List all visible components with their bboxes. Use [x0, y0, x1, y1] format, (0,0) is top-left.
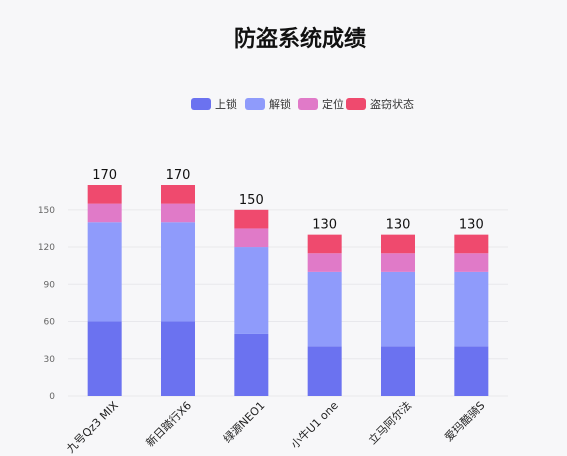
bar-segment-5-0 — [454, 346, 489, 396]
bar-totals: 170 170 150 130 130 130 — [92, 168, 483, 233]
legend-swatch-1 — [245, 98, 265, 110]
y-tick-label-0: 0 — [49, 392, 55, 402]
bar-total-label-5: 130 — [459, 218, 484, 233]
legend: 上锁 解锁 定位 盗窃状态 — [191, 97, 414, 111]
bar-segment-0-0 — [87, 321, 122, 396]
bar-segment-1-2 — [161, 203, 195, 223]
chart-title: 防盗系统成绩 — [234, 26, 366, 52]
bar-segment-5-2 — [454, 253, 489, 272]
y-tick-label-5: 150 — [38, 206, 55, 216]
bar-segment-5-1 — [454, 271, 489, 347]
bar-segment-3-2 — [307, 253, 342, 272]
x-category-label-3: 小牛U1 one — [288, 398, 341, 451]
bar-segment-1-3 — [161, 185, 195, 204]
x-axis-categories: 九号Qz3 MIX 新日踏行X6 绿源NEO1 小牛U1 one 立马阿尔法 爱玛酷骑S — [64, 398, 487, 456]
x-category-label-1: 新日踏行X6 — [143, 398, 194, 449]
legend-label-1: 解锁 — [269, 97, 291, 111]
bar-segment-4-3 — [381, 234, 415, 254]
bar-segment-2-0 — [234, 333, 269, 396]
y-tick-label-4: 120 — [38, 243, 55, 253]
bar-segment-2-3 — [234, 209, 269, 229]
bar-segment-3-0 — [307, 346, 342, 396]
bar-segment-3-1 — [307, 271, 342, 347]
bar-segment-3-3 — [307, 234, 342, 254]
bar-total-label-4: 130 — [386, 218, 411, 233]
gridlines — [68, 209, 508, 397]
x-category-label-5: 爱玛酷骑S — [442, 399, 487, 444]
x-category-label-4: 立马阿尔法 — [365, 398, 414, 447]
y-tick-label-3: 90 — [44, 280, 56, 290]
legend-swatch-2 — [298, 98, 318, 110]
bar-segment-2-1 — [234, 247, 269, 334]
bar-segment-4-2 — [381, 253, 415, 272]
y-tick-label-1: 30 — [44, 355, 56, 365]
bar-segment-4-1 — [381, 271, 415, 347]
legend-label-0: 上锁 — [215, 97, 237, 111]
bar-segment-5-3 — [454, 234, 489, 254]
x-category-label-2: 绿源NEO1 — [220, 398, 267, 445]
bar-segment-4-0 — [381, 346, 415, 396]
legend-label-3: 盗窃状态 — [370, 97, 414, 111]
y-axis-ticks: 0 30 60 90 120 150 — [38, 206, 55, 402]
bar-segment-0-3 — [87, 185, 122, 204]
bar-segment-0-1 — [87, 222, 122, 322]
legend-label-2: 定位 — [322, 97, 344, 111]
bar-total-label-1: 170 — [166, 168, 191, 183]
legend-swatch-0 — [191, 98, 211, 110]
bar-segment-1-1 — [161, 222, 195, 322]
y-tick-label-2: 60 — [44, 318, 56, 328]
legend-swatch-3 — [346, 98, 366, 110]
bars — [87, 185, 489, 396]
bar-segment-2-2 — [234, 228, 269, 248]
bar-total-label-2: 150 — [239, 193, 264, 208]
bar-segment-1-0 — [161, 321, 195, 396]
bar-total-label-3: 130 — [312, 218, 337, 233]
bar-segment-0-2 — [87, 203, 122, 223]
bar-total-label-0: 170 — [92, 168, 117, 183]
x-category-label-0: 九号Qz3 MIX — [64, 399, 121, 456]
